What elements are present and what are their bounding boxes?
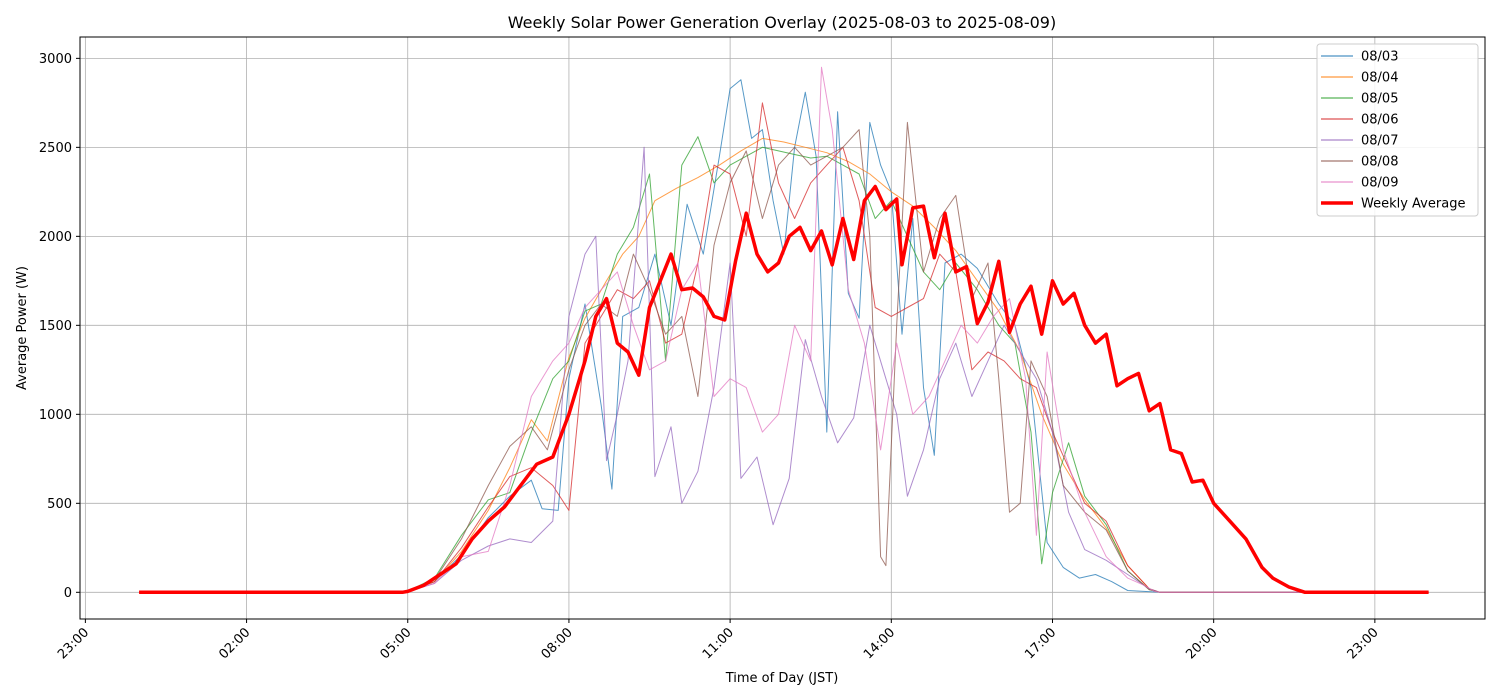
- series-line-08-04: [139, 137, 1429, 593]
- x-axis-title: Time of Day (JST): [725, 671, 839, 686]
- series-layer: [139, 66, 1429, 595]
- legend-label: 08/06: [1361, 113, 1398, 128]
- legend-label: 08/07: [1361, 134, 1398, 149]
- y-tick-label: 3000: [39, 52, 72, 67]
- series-line-08-06: [139, 102, 1429, 593]
- series-line-weekly-average: [139, 184, 1429, 595]
- y-tick-label: 0: [64, 586, 72, 601]
- chart-title: Weekly Solar Power Generation Overlay (2…: [508, 13, 1056, 32]
- legend-label: 08/03: [1361, 50, 1398, 65]
- y-tick-label: 1500: [39, 319, 72, 334]
- legend-box: [1316, 43, 1479, 217]
- legend-label: 08/08: [1361, 155, 1398, 170]
- legend: 08/03 08/04 08/05 08/06 08/07 08/08 08/09 Weekl…: [1316, 43, 1479, 217]
- series-line-08-07: [139, 146, 1429, 593]
- y-tick-label: 500: [47, 497, 72, 512]
- legend-label: 08/09: [1361, 176, 1398, 191]
- y-tick-label: 2500: [39, 141, 72, 156]
- series-line-08-09: [139, 66, 1429, 593]
- y-tick-label: 1000: [39, 408, 72, 423]
- series-line-08-05: [139, 136, 1429, 593]
- plot-frame: [79, 36, 1486, 620]
- series-line-08-03: [139, 79, 1429, 593]
- y-axis-title: Average Power (W): [15, 266, 30, 390]
- legend-label: 08/05: [1361, 92, 1398, 107]
- legend-label: 08/04: [1361, 71, 1398, 86]
- y-tick-label: 2000: [39, 230, 72, 245]
- legend-label: Weekly Average: [1361, 197, 1465, 212]
- series-line-08-08: [139, 121, 1429, 593]
